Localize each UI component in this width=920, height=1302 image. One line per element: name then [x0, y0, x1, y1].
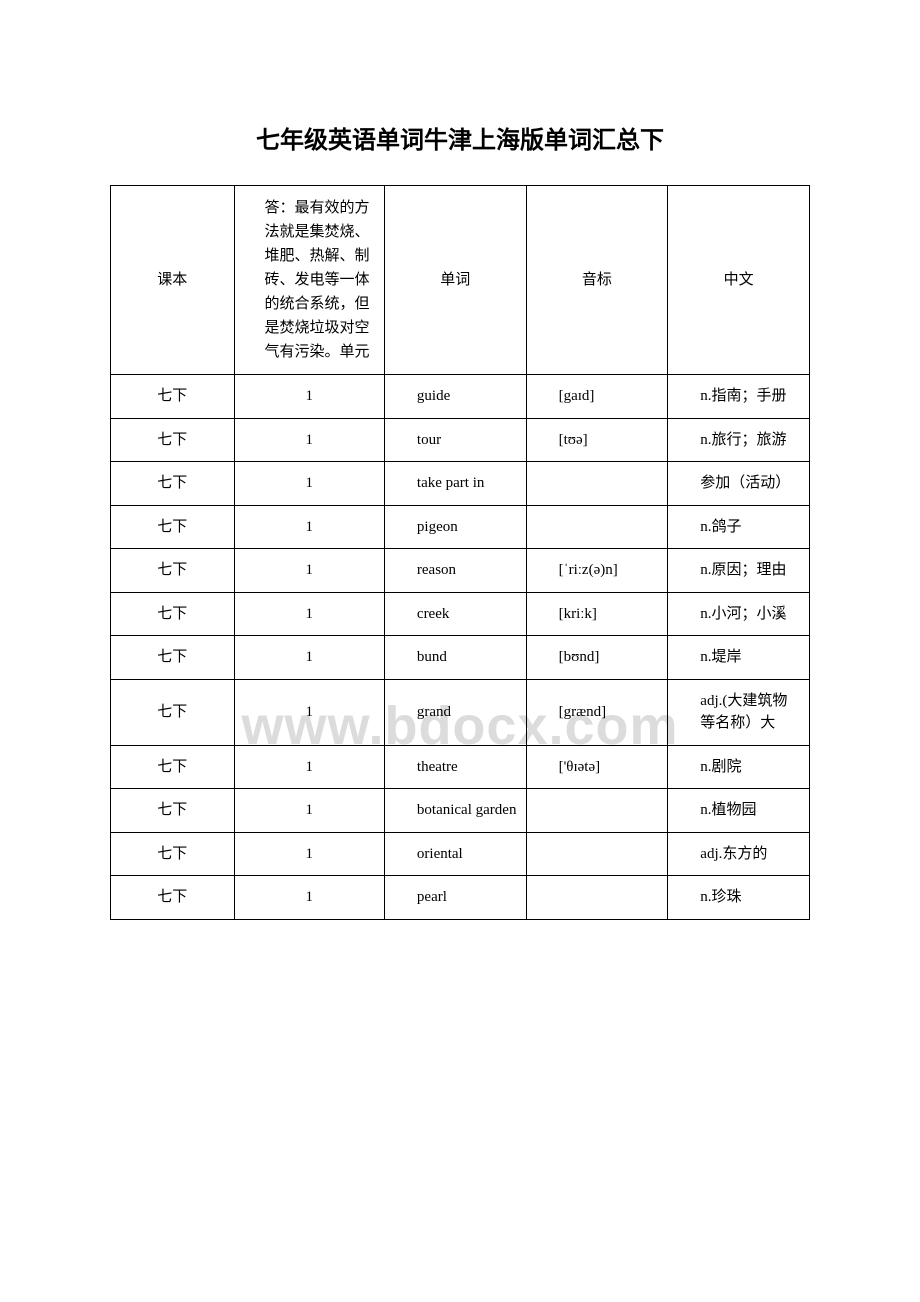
- table-row: 七下1guide[gaɪd]n.指南；手册: [111, 375, 810, 419]
- table-row: 七下1take part in 参加（活动）: [111, 462, 810, 506]
- cell-word: botanical garden: [384, 789, 526, 833]
- page-title: 七年级英语单词牛津上海版单词汇总下: [110, 120, 810, 155]
- header-unit: 答：最有效的方法就是集焚烧、堆肥、热解、制砖、发电等一体的统合系统，但是焚烧垃圾…: [234, 186, 384, 375]
- header-textbook: 课本: [111, 186, 235, 375]
- cell-chinese: n.珍珠: [668, 876, 810, 920]
- table-row: 七下1botanical garden n.植物园: [111, 789, 810, 833]
- cell-phonetic: [526, 462, 668, 506]
- cell-textbook: 七下: [111, 549, 235, 593]
- cell-chinese: n.植物园: [668, 789, 810, 833]
- table-row: 七下1grand[grænd]adj.(大建筑物等名称）大: [111, 679, 810, 745]
- cell-phonetic: [526, 505, 668, 549]
- header-chinese: 中文: [668, 186, 810, 375]
- cell-chinese: n.鸽子: [668, 505, 810, 549]
- table-row: 七下1oriental adj.东方的: [111, 832, 810, 876]
- cell-phonetic: [grænd]: [526, 679, 668, 745]
- table-row: 七下1tour[tʊə]n.旅行；旅游: [111, 418, 810, 462]
- cell-chinese: 参加（活动）: [668, 462, 810, 506]
- table-row: 七下1reason[ˈriːz(ə)n]n.原因；理由: [111, 549, 810, 593]
- cell-textbook: 七下: [111, 679, 235, 745]
- cell-unit: 1: [234, 549, 384, 593]
- cell-unit: 1: [234, 505, 384, 549]
- cell-phonetic: [526, 789, 668, 833]
- cell-chinese: adj.东方的: [668, 832, 810, 876]
- cell-phonetic: [bʊnd]: [526, 636, 668, 680]
- table-header-row: 课本 答：最有效的方法就是集焚烧、堆肥、热解、制砖、发电等一体的统合系统，但是焚…: [111, 186, 810, 375]
- table-row: 七下1bund[bʊnd]n.堤岸: [111, 636, 810, 680]
- cell-textbook: 七下: [111, 592, 235, 636]
- cell-phonetic: ['θɪətə]: [526, 745, 668, 789]
- cell-unit: 1: [234, 832, 384, 876]
- cell-unit: 1: [234, 375, 384, 419]
- cell-chinese: n.指南；手册: [668, 375, 810, 419]
- cell-word: pigeon: [384, 505, 526, 549]
- cell-textbook: 七下: [111, 462, 235, 506]
- cell-textbook: 七下: [111, 636, 235, 680]
- table-row: 七下1creek[kriːk]n.小河；小溪: [111, 592, 810, 636]
- cell-word: grand: [384, 679, 526, 745]
- cell-phonetic: [526, 876, 668, 920]
- cell-word: guide: [384, 375, 526, 419]
- cell-chinese: n.剧院: [668, 745, 810, 789]
- cell-unit: 1: [234, 418, 384, 462]
- cell-textbook: 七下: [111, 832, 235, 876]
- cell-word: theatre: [384, 745, 526, 789]
- table-row: 七下1pigeon n.鸽子: [111, 505, 810, 549]
- cell-word: take part in: [384, 462, 526, 506]
- cell-phonetic: [526, 832, 668, 876]
- cell-unit: 1: [234, 876, 384, 920]
- cell-textbook: 七下: [111, 745, 235, 789]
- cell-word: tour: [384, 418, 526, 462]
- header-word: 单词: [384, 186, 526, 375]
- cell-chinese: n.堤岸: [668, 636, 810, 680]
- cell-word: oriental: [384, 832, 526, 876]
- cell-textbook: 七下: [111, 789, 235, 833]
- cell-chinese: n.原因；理由: [668, 549, 810, 593]
- vocabulary-table: 课本 答：最有效的方法就是集焚烧、堆肥、热解、制砖、发电等一体的统合系统，但是焚…: [110, 185, 810, 920]
- cell-phonetic: [gaɪd]: [526, 375, 668, 419]
- cell-chinese: n.旅行；旅游: [668, 418, 810, 462]
- cell-unit: 1: [234, 636, 384, 680]
- cell-unit: 1: [234, 462, 384, 506]
- cell-unit: 1: [234, 679, 384, 745]
- cell-chinese: n.小河；小溪: [668, 592, 810, 636]
- cell-phonetic: [ˈriːz(ə)n]: [526, 549, 668, 593]
- cell-word: bund: [384, 636, 526, 680]
- cell-textbook: 七下: [111, 375, 235, 419]
- cell-textbook: 七下: [111, 876, 235, 920]
- cell-unit: 1: [234, 789, 384, 833]
- table-row: 七下1theatre['θɪətə]n.剧院: [111, 745, 810, 789]
- cell-phonetic: [kriːk]: [526, 592, 668, 636]
- cell-chinese: adj.(大建筑物等名称）大: [668, 679, 810, 745]
- cell-word: reason: [384, 549, 526, 593]
- cell-word: pearl: [384, 876, 526, 920]
- table-row: 七下1pearl n.珍珠: [111, 876, 810, 920]
- cell-phonetic: [tʊə]: [526, 418, 668, 462]
- cell-word: creek: [384, 592, 526, 636]
- cell-textbook: 七下: [111, 418, 235, 462]
- cell-unit: 1: [234, 745, 384, 789]
- header-phonetic: 音标: [526, 186, 668, 375]
- cell-textbook: 七下: [111, 505, 235, 549]
- cell-unit: 1: [234, 592, 384, 636]
